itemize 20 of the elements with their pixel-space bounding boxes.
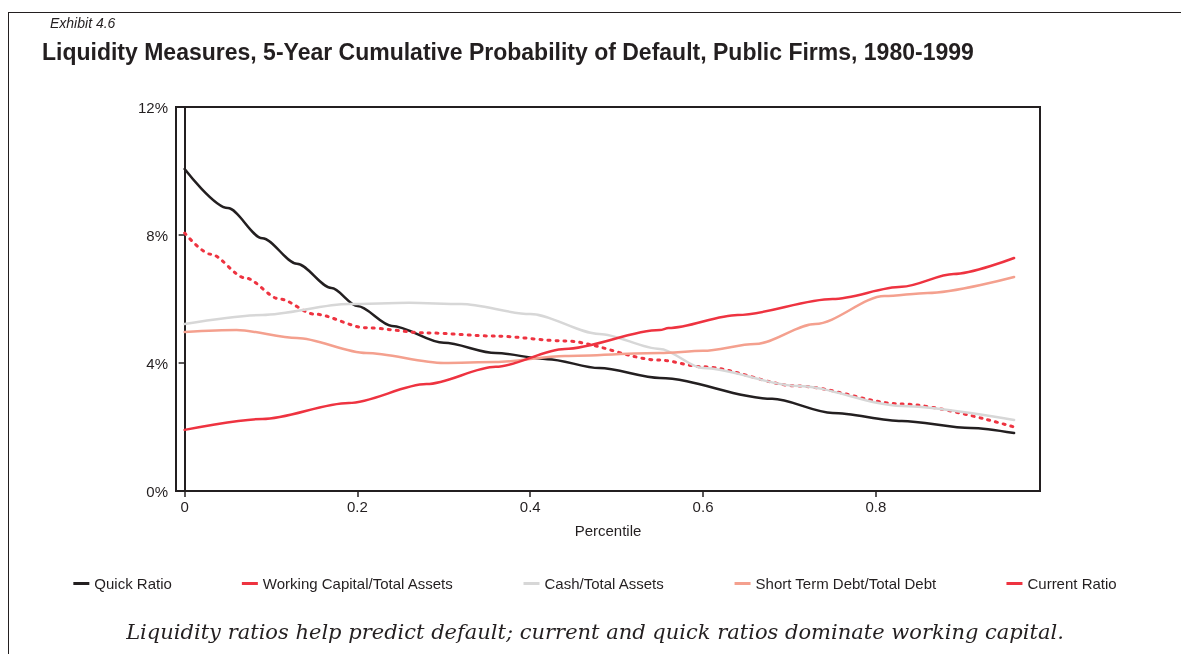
legend-label: Short Term Debt/Total Debt [755, 575, 938, 592]
legend-label: Quick Ratio [94, 575, 172, 592]
line-series [183, 275, 1016, 365]
x-tick-label: 0.8 [865, 498, 887, 515]
y-tick-label: 8% [146, 226, 168, 244]
legend-label: Working Capital/Total Assets [262, 575, 453, 592]
x-tick-label: 0 [180, 498, 189, 515]
line-series [183, 301, 1016, 422]
y-tick-label: 4% [146, 354, 168, 372]
x-tick-label: 0.6 [692, 498, 714, 515]
y-tick-label: 12% [137, 98, 168, 116]
text: Liquidity ratios help predict default; current and quick ratios dominate working capital. [125, 619, 1064, 644]
x-tick-label: 0.4 [519, 498, 541, 515]
chart-subtitle: Exhibit 4.6 [50, 15, 116, 31]
legend-label: Cash/Total Assets [544, 575, 664, 592]
legend-label: Current Ratio [1027, 575, 1117, 592]
x-axis-title: Percentile [574, 522, 642, 539]
y-tick-label: 0% [146, 482, 168, 500]
x-tick-label: 0.2 [347, 498, 368, 515]
chart-title: Liquidity Measures, 5-Year Cumulative Probability of Default, Public Firms, 1980-1999 [42, 38, 974, 65]
